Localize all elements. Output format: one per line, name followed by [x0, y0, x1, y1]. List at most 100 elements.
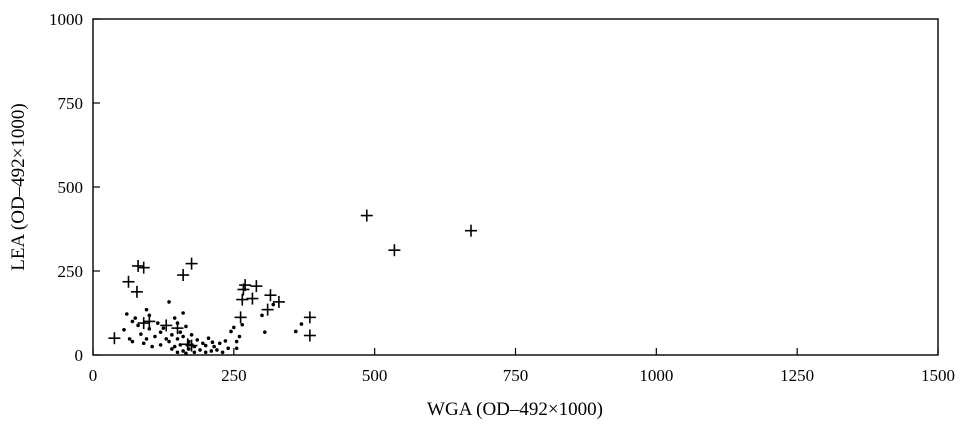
- dot-marker: [158, 330, 163, 334]
- dot-marker: [299, 322, 304, 326]
- y-tick-label: 0: [75, 346, 84, 365]
- dot-marker: [192, 350, 197, 355]
- x-axis: 0 250 500 750 1000 1250 1500: [89, 348, 955, 385]
- dot-marker: [201, 341, 205, 346]
- dot-marker: [223, 339, 228, 343]
- dot-marker: [172, 316, 177, 320]
- dot-marker: [178, 343, 183, 347]
- dot-marker: [240, 322, 245, 327]
- plus-marker: [234, 311, 247, 324]
- dot-marker: [170, 347, 174, 351]
- dot-marker: [181, 349, 185, 353]
- plus-marker: [246, 292, 259, 305]
- plus-marker: [137, 261, 150, 274]
- dot-marker: [122, 328, 126, 332]
- dot-marker: [141, 341, 146, 346]
- dot-marker: [164, 337, 169, 341]
- dot-marker: [155, 321, 160, 325]
- dot-marker: [203, 343, 208, 348]
- dot-marker: [195, 338, 200, 342]
- x-tick-label: 750: [503, 366, 529, 385]
- dot-marker: [232, 325, 236, 330]
- dot-marker: [226, 346, 230, 351]
- dot-marker: [144, 337, 149, 341]
- plus-marker: [388, 244, 401, 257]
- dot-marker: [175, 337, 180, 341]
- dot-marker: [161, 326, 166, 330]
- dot-marker: [147, 326, 152, 331]
- plus-marker: [137, 317, 150, 330]
- plus-marker: [177, 269, 190, 282]
- dot-marker: [271, 302, 276, 307]
- dot-marker: [130, 319, 135, 324]
- plus-marker: [261, 303, 274, 316]
- x-tick-label: 0: [89, 366, 98, 385]
- dot-marker: [125, 312, 129, 316]
- dot-marker: [294, 329, 298, 334]
- dot-marker: [237, 334, 242, 339]
- dot-marker: [170, 333, 174, 337]
- dot-marker: [212, 344, 216, 349]
- dot-marker: [153, 334, 157, 339]
- plus-marker: [264, 289, 277, 302]
- dot-marker: [175, 321, 180, 325]
- dot-marker: [263, 330, 267, 334]
- x-axis-title: WGA (OD–492×1000): [427, 399, 603, 420]
- dot-marker: [150, 344, 154, 349]
- plus-marker: [239, 279, 252, 292]
- dot-marker: [220, 350, 225, 355]
- dot-marker: [139, 332, 143, 336]
- dot-marker: [175, 350, 180, 355]
- plus-marker: [122, 275, 135, 288]
- plus-marker: [185, 257, 198, 270]
- dot-marker: [127, 337, 132, 341]
- dot-marker: [203, 350, 208, 355]
- plus-marker: [130, 285, 143, 298]
- dot-marker: [186, 339, 191, 344]
- data-points: [108, 209, 477, 356]
- x-tick-label: 1250: [780, 366, 814, 385]
- y-axis-title: LEA (OD–492×1000): [8, 103, 29, 270]
- plus-marker: [160, 319, 173, 332]
- x-tick-label: 1500: [921, 366, 955, 385]
- dot-marker: [144, 307, 149, 312]
- dot-marker: [178, 330, 183, 334]
- plus-marker: [303, 329, 316, 342]
- dot-marker: [229, 329, 233, 334]
- dot-marker: [234, 346, 239, 351]
- x-tick-label: 500: [362, 366, 388, 385]
- plus-marker: [464, 224, 477, 237]
- dot-marker: [198, 348, 202, 352]
- dot-marker: [217, 341, 222, 346]
- dot-marker: [181, 311, 185, 315]
- x-tick-label: 250: [221, 366, 247, 385]
- plus-marker: [236, 293, 249, 306]
- dot-marker: [210, 340, 215, 345]
- y-tick-label: 1000: [49, 10, 83, 29]
- plus-marker: [108, 332, 121, 345]
- y-tick-label: 750: [58, 94, 84, 113]
- plot-frame: [92, 18, 939, 356]
- dot-marker: [234, 339, 239, 344]
- y-tick-label: 250: [58, 262, 84, 281]
- x-tick-label: 1000: [639, 366, 673, 385]
- dot-marker: [158, 343, 163, 347]
- plus-marker: [272, 295, 285, 308]
- dot-marker: [181, 334, 185, 339]
- dot-marker: [130, 339, 135, 344]
- dot-marker: [167, 339, 171, 344]
- dot-marker: [136, 323, 140, 328]
- dot-marker: [192, 344, 197, 349]
- plus-marker: [132, 259, 145, 272]
- dot-marker: [260, 313, 264, 318]
- dot-marker: [206, 336, 211, 341]
- dot-marker: [215, 348, 219, 352]
- plus-marker: [303, 311, 316, 324]
- y-axis: 0 250 500 750 1000: [49, 10, 100, 365]
- y-tick-label: 500: [58, 178, 84, 197]
- dot-marker: [189, 333, 194, 337]
- dot-marker: [184, 351, 188, 356]
- dot-marker: [209, 349, 214, 353]
- dot-marker: [186, 347, 191, 351]
